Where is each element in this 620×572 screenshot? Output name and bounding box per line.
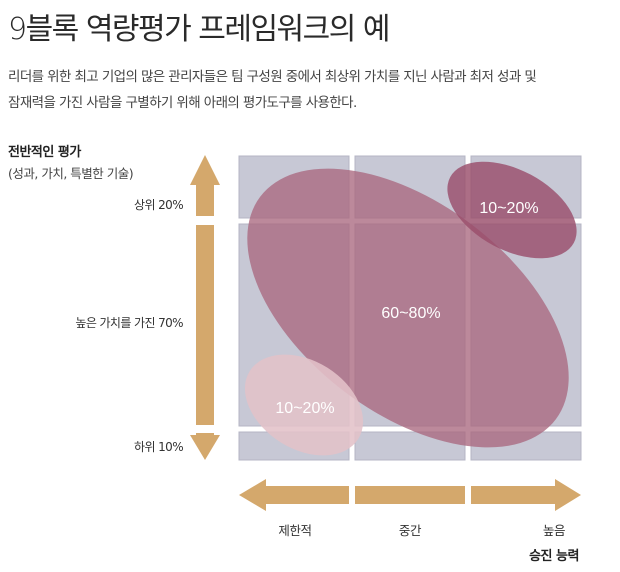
horizontal-arrow-left-segment: [264, 486, 349, 504]
page-title: 9블록 역량평가 프레임워크의 예: [8, 12, 391, 47]
vertical-arrow-down-head: [190, 435, 220, 460]
y-level-middle: 높은 가치를 가진 70%: [75, 316, 183, 330]
x-level-right: 높음: [542, 523, 566, 538]
vertical-arrow-middle-segment: [196, 225, 214, 425]
horizontal-arrow-right-segment: [471, 486, 557, 504]
x-level-left: 제한적: [278, 523, 312, 538]
horizontal-arrow-right-head: [555, 479, 581, 511]
vertical-arrow-up-head: [190, 155, 220, 185]
x-axis-title: 승진 능력: [529, 549, 579, 564]
x-level-middle: 중간: [398, 523, 422, 538]
region-ellipse-top-right: [447, 161, 577, 259]
description-line-1: 리더를 위한 최고 기업의 많은 관리자들은 팀 구성원 중에서 최상위 가치를…: [8, 69, 537, 85]
horizontal-axis-arrow: [239, 479, 581, 511]
vertical-axis-arrow: [190, 155, 220, 460]
description-line-2: 잠재력을 가진 사람을 구별하기 위해 아래의 평가도구를 사용한다.: [8, 95, 357, 111]
horizontal-arrow-left-head: [239, 479, 266, 511]
region-label-center: 60~80%: [381, 305, 440, 322]
y-level-bottom: 하위 10%: [134, 440, 184, 454]
horizontal-arrow-middle-segment: [355, 486, 465, 504]
vertical-arrow-top-segment: [196, 183, 214, 216]
region-ellipse-bottom-left: [244, 354, 364, 456]
y-axis-title: 전반적인 평가: [8, 145, 81, 160]
y-axis-subtitle: (성과, 가치, 특별한 기술): [8, 166, 134, 181]
region-label-top-right: 10~20%: [479, 200, 538, 217]
region-label-bottom-left: 10~20%: [275, 400, 334, 417]
y-level-top: 상위 20%: [134, 198, 184, 212]
